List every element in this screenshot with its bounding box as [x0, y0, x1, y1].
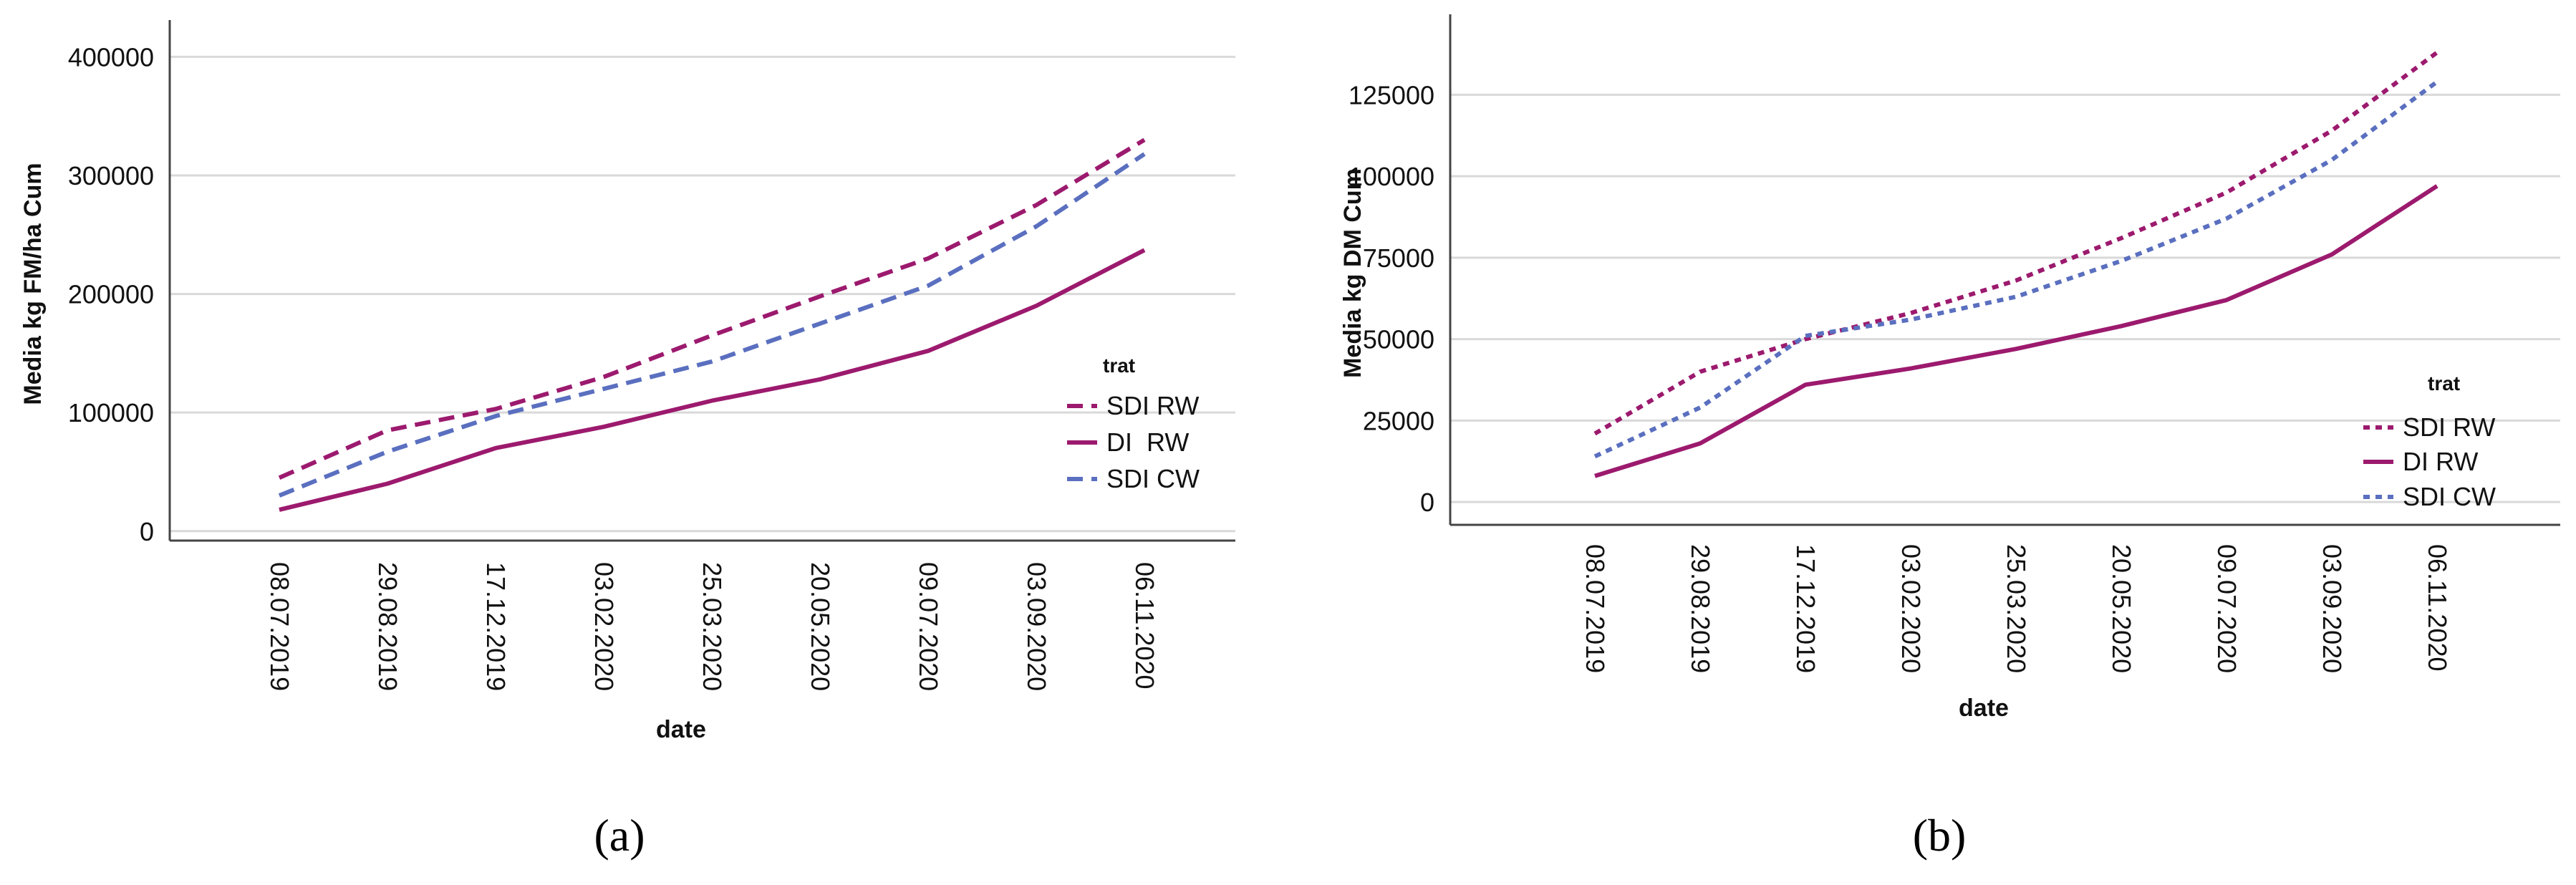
x-tick-label: 20.05.2020: [2107, 544, 2136, 673]
y-tick-label: 0: [1420, 488, 1434, 517]
series-line-sdi-rw: [278, 137, 1146, 480]
x-tick-label: 08.07.2019: [265, 562, 294, 691]
x-tick-label: 03.09.2020: [1022, 562, 1051, 691]
y-axis-label: Media kg DM Cum: [1339, 168, 1366, 378]
x-tick-label: 09.07.2020: [2212, 544, 2242, 673]
x-tick-label: 03.09.2020: [2317, 544, 2347, 673]
legend-label: DI RW: [2403, 447, 2478, 476]
x-tick-label: 29.08.2019: [1686, 544, 1715, 673]
x-tick-label: 20.05.2020: [806, 562, 835, 691]
chart-a: 0 100000 200000 300000 400000 08.07.2019 29.08…: [19, 20, 1235, 743]
x-tick-label: 03.02.2020: [1896, 544, 1926, 673]
x-axis-label: date: [656, 716, 706, 743]
y-tick-label: 125000: [1349, 80, 1434, 110]
caption-b: (b): [1913, 810, 1967, 861]
series-line-di-rw: [279, 248, 1146, 512]
y-tick-label: 100000: [68, 398, 154, 427]
x-tick-label: 25.03.2020: [698, 562, 727, 691]
legend-label: SDI CW: [2403, 482, 2496, 511]
series-line-sdi-rw: [1593, 50, 2438, 436]
y-axis-label: Media kg FM/ha Cum: [19, 163, 47, 405]
y-tick-label: 400000: [68, 42, 154, 72]
x-tick-label: 06.11.2020: [2423, 544, 2452, 672]
y-tick-label: 75000: [1363, 243, 1434, 273]
series-line-sdi-cw: [1593, 79, 2438, 459]
y-tick-label: 200000: [68, 280, 154, 309]
x-tick-label: 09.07.2020: [914, 562, 943, 691]
x-tick-label: 17.12.2019: [1791, 544, 1820, 673]
legend-label: SDI RW: [1106, 391, 1199, 420]
legend-label: DI RW: [1106, 427, 1189, 457]
y-tick-label: 300000: [68, 161, 154, 190]
x-tick-label: 25.03.2020: [2002, 544, 2031, 673]
y-tick-label: 25000: [1363, 406, 1434, 435]
legend-title: trat: [1103, 354, 1135, 377]
x-axis-label: date: [1959, 695, 2009, 722]
series-line-di-rw: [1594, 184, 2438, 478]
legend-title: trat: [2428, 372, 2460, 395]
x-tick-label: 03.02.2020: [589, 562, 619, 691]
caption-a: (a): [594, 810, 645, 861]
x-tick-label: 06.11.2020: [1130, 562, 1159, 690]
chart-b: 0 25000 50000 75000 100000 125000 08.07.2019 29…: [1339, 14, 2560, 722]
x-tick-label: 29.08.2019: [373, 562, 402, 691]
legend-label: SDI CW: [1106, 464, 1200, 493]
x-tick-label: 17.12.2019: [481, 562, 511, 691]
x-tick-label: 08.07.2019: [1581, 544, 1610, 673]
y-tick-label: 100000: [1349, 162, 1434, 191]
series-line-sdi-cw: [278, 152, 1146, 498]
legend-label: SDI RW: [2403, 412, 2495, 442]
y-tick-label: 50000: [1363, 325, 1434, 354]
y-tick-label: 0: [140, 517, 154, 546]
